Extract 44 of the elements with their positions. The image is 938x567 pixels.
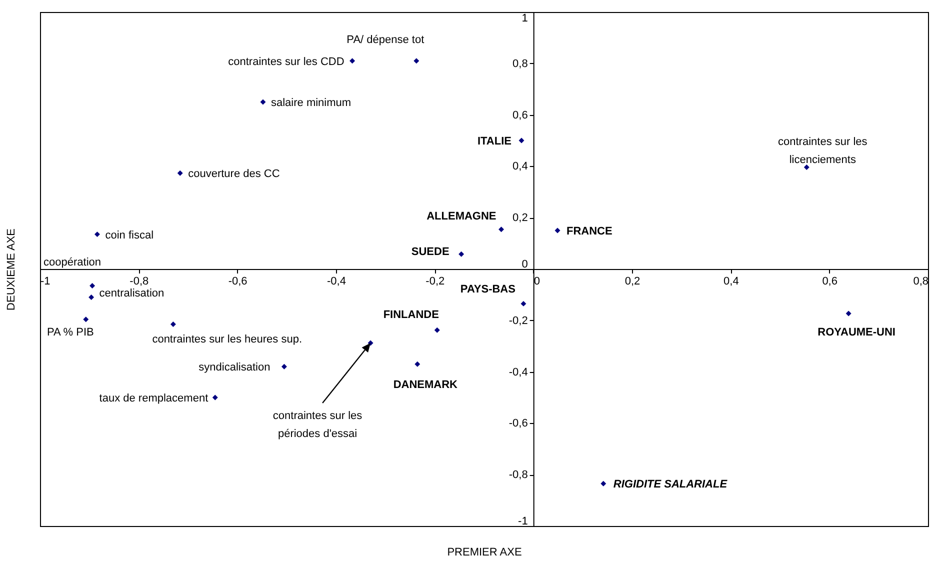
annotation: coin fiscal	[105, 229, 154, 242]
x-tick-label: -0,4	[327, 276, 346, 288]
x-tick-label: -0,8	[130, 276, 149, 288]
annotation: centralisation	[99, 287, 164, 300]
annotation: PAYS-BAS	[460, 284, 516, 296]
annotation: contraintes sur les heures sup.	[152, 333, 302, 346]
x-axis-title: PREMIER AXE	[447, 546, 522, 558]
x-tick-label: 0,6	[822, 276, 838, 288]
annotation: FRANCE	[566, 225, 612, 238]
annotation: contraintes sur les CDD	[228, 56, 344, 68]
x-tick-label: -1	[40, 276, 50, 288]
annotation: PA/ dépense tot	[346, 34, 424, 46]
annotation: ITALIE	[477, 136, 512, 148]
annotation: PA % PIB	[47, 326, 94, 338]
y-tick-label: 0,8	[512, 58, 528, 70]
annotation: DANEMARK	[393, 379, 458, 392]
annotation: taux de remplacement	[99, 392, 208, 404]
y-tick-label: -1	[518, 516, 528, 528]
annotation: contraintes sur les périodes d'essai	[272, 410, 363, 440]
y-tick-label: 0,6	[512, 109, 528, 122]
y-axis-title: DEUXIEME AXE	[6, 228, 18, 310]
annotation: ROYAUME-UNI	[818, 326, 896, 338]
annotation: SUEDE	[411, 246, 450, 258]
y-tick-label: -0,8	[508, 469, 528, 482]
y-tick-label: 0	[522, 258, 528, 270]
annotation: salaire minimum	[270, 96, 352, 109]
y-tick-label: 0,2	[512, 212, 528, 224]
x-tick-label: -0,2	[426, 276, 445, 288]
annotation: syndicalisation	[198, 362, 270, 374]
annotation: FINLANDE	[383, 309, 439, 322]
annotation: contraintes sur les licenciements	[778, 136, 868, 166]
annotation: couverture des CC	[188, 168, 280, 180]
y-tick-label: -0,4	[508, 366, 528, 378]
y-tick-label: -0,2	[508, 314, 528, 327]
x-tick-label: 0,2	[624, 276, 640, 288]
annotation: coopération	[44, 256, 102, 269]
y-tick-label: 1	[522, 12, 528, 24]
y-tick-label: 0,4	[512, 160, 528, 173]
x-tick-label: -0,6	[228, 276, 248, 288]
annotation: RIGIDITE SALARIALE	[613, 478, 728, 491]
annotation: ALLEMAGNE	[426, 210, 496, 222]
x-tick-label: 0,8	[913, 276, 928, 288]
y-tick-label: -0,6	[508, 418, 528, 430]
x-tick-label: 0,4	[724, 276, 739, 288]
